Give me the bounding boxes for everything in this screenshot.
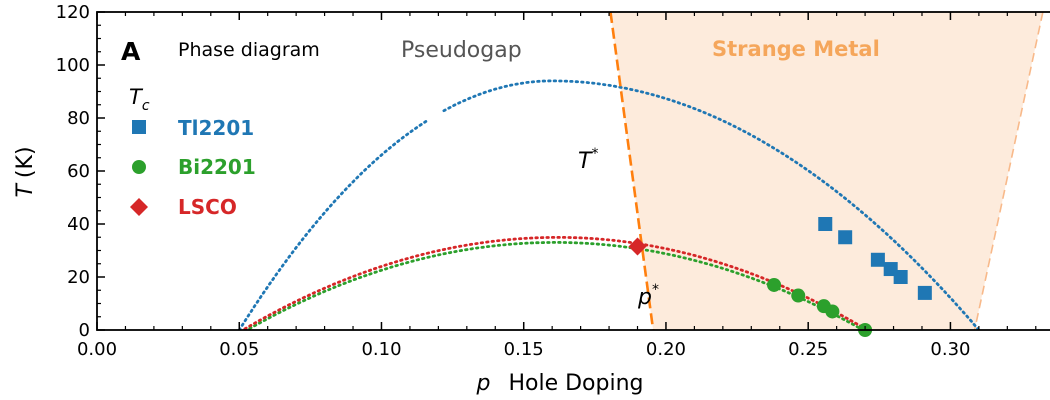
legend-title: Tc [129, 85, 150, 114]
data-point-bi2201-3 [825, 304, 840, 319]
x-tick-label: 0.25 [788, 339, 828, 360]
data-point-bi2201-1 [791, 288, 806, 303]
legend-diamond-marker [130, 198, 148, 216]
tc-dome-curves [237, 79, 981, 330]
strange-metal-right-edge [973, 12, 1044, 330]
x-axis-label: p Hole Doping [476, 371, 644, 396]
x-tick-label: 0.15 [504, 339, 544, 360]
dome-curve-tl2201 [237, 118, 431, 330]
legend-title-subscript: c [142, 98, 150, 114]
tstar-label: T* [578, 146, 598, 174]
data-point-tl2201-2 [870, 252, 885, 267]
x-tick-label: 0.20 [646, 339, 686, 360]
y-tick-label: 100 [56, 55, 90, 76]
strange-metal-fill [610, 12, 1043, 330]
data-point-tl2201-1 [838, 230, 853, 245]
panel-labels: A Phase diagram Pseudogap Strange Metal [121, 37, 880, 66]
legend: Tc Tl2201 Bi2201 LSCO [129, 85, 256, 219]
legend-item-lsco: LSCO [130, 195, 237, 219]
legend-item-bi2201: Bi2201 [132, 155, 256, 179]
data-point-tl2201-5 [917, 285, 932, 300]
legend-circle-marker [132, 160, 146, 174]
dome-curve-tl2201 [442, 79, 981, 330]
dome-curve-lsco [243, 236, 867, 330]
pstar-label: p* [637, 282, 659, 310]
legend-title-symbol: T [129, 85, 144, 109]
data-point-bi2201-0 [767, 277, 782, 292]
y-tick-label: 40 [67, 214, 90, 235]
y-tick-label: 80 [67, 108, 90, 129]
strange-metal-region [610, 12, 1044, 330]
axis-ticks: 0.00 0.05 0.10 0.15 0.20 0.25 0.30 0 20 40 60 80 100… [56, 2, 1037, 360]
y-tick-label: 60 [67, 161, 90, 182]
y-tick-label: 0 [79, 320, 90, 341]
x-tick-label: 0.30 [930, 339, 970, 360]
y-tick-label: 120 [56, 2, 90, 23]
legend-square-marker [132, 120, 146, 134]
strange-metal-label: Strange Metal [712, 37, 880, 61]
legend-label-lsco: LSCO [178, 195, 237, 219]
data-point-tl2201-4 [893, 270, 908, 284]
chart-title: Phase diagram [178, 39, 320, 61]
data-markers [628, 217, 932, 337]
tstar-line [609, 12, 655, 330]
x-tick-label: 0.10 [361, 339, 401, 360]
data-point-lsco-0 [628, 237, 647, 256]
pseudogap-label: Pseudogap [401, 38, 522, 63]
x-tick-label: 0.00 [77, 339, 117, 360]
line-annotations: T* p* [578, 146, 659, 310]
tstar-dashed-line [609, 12, 655, 330]
data-point-tl2201-0 [818, 217, 833, 231]
panel-letter: A [121, 37, 141, 66]
legend-label-tl2201: Tl2201 [178, 116, 254, 140]
legend-label-bi2201: Bi2201 [178, 155, 256, 179]
x-tick-label: 0.05 [219, 339, 259, 360]
y-tick-label: 20 [67, 267, 90, 288]
legend-item-tl2201: Tl2201 [132, 116, 254, 140]
y-axis-label: T(K) [13, 146, 38, 197]
dome-curve-bi2201 [244, 241, 866, 330]
